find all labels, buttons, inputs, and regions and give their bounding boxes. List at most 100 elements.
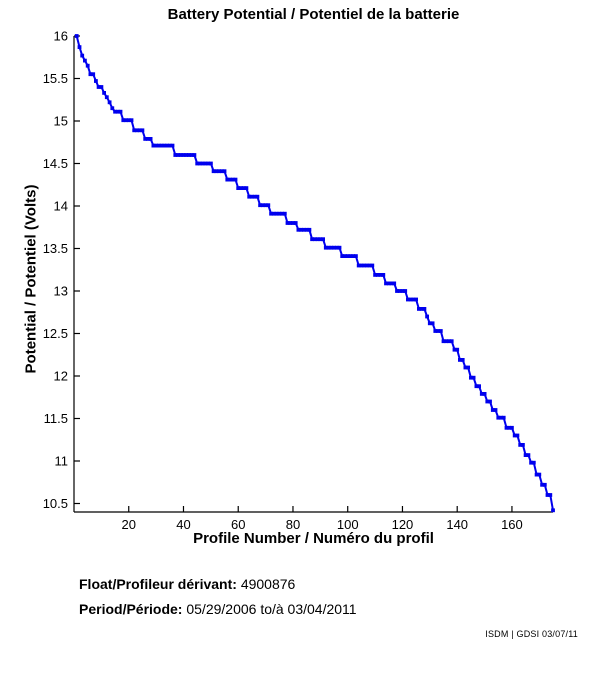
data-point-marker [269,211,273,216]
data-point-marker [291,221,295,225]
data-point-marker [219,169,224,174]
data-point-marker [384,281,388,286]
data-point-marker [250,194,254,199]
data-point-marker [124,118,128,123]
data-point-marker [463,365,468,370]
data-point-marker [504,425,509,430]
data-point-marker [307,227,312,232]
data-point-marker [408,297,413,302]
data-point-marker [189,153,194,157]
data-point-marker [192,153,197,157]
data-point-marker [411,297,416,302]
data-point-marker [140,128,145,133]
data-point-marker [310,237,314,242]
y-tick-label: 15 [54,114,68,129]
data-point-marker [332,245,336,250]
data-point-marker [285,221,290,225]
data-point-marker [512,433,517,438]
data-point-marker [280,211,284,216]
data-point-marker [534,472,539,477]
data-point-marker [137,128,142,133]
data-point-marker [258,203,262,208]
data-point-marker [113,109,117,114]
data-point-marker [247,194,252,199]
data-point-marker [288,221,293,225]
data-point-marker [455,347,460,352]
chart-title: Battery Potential / Potentiel de la batt… [167,6,460,23]
data-point-marker [414,297,418,302]
data-point-marker [94,79,98,83]
data-point-marker [449,339,454,344]
y-tick-label: 13 [54,284,68,299]
data-point-marker [438,329,443,333]
data-point-marker [203,161,208,166]
data-point-marker [523,453,528,457]
data-point-marker [126,118,131,123]
data-point-marker [392,281,397,286]
data-point-marker [447,339,451,344]
data-point-marker [165,143,169,148]
data-point-marker [510,425,514,430]
y-tick-label: 12.5 [43,326,68,341]
data-point-marker [244,186,249,190]
data-point-marker [507,425,512,430]
data-point-marker [148,137,153,141]
data-point-marker [110,106,115,111]
data-point-marker [441,339,446,344]
data-point-marker [378,273,383,277]
data-point-marker [228,177,232,182]
data-point-marker [515,433,520,438]
data-point-marker [548,493,553,497]
data-point-marker [526,453,531,457]
data-point-marker [159,143,164,148]
data-point-marker [367,263,372,268]
data-point-marker [499,415,503,420]
data-point-marker [529,460,533,465]
data-point-marker [198,161,202,166]
data-point-marker [397,289,402,293]
data-point-marker [425,314,429,319]
data-point-marker [318,237,323,242]
data-point-marker [542,482,547,487]
data-point-marker [479,392,484,396]
data-point-marker [326,245,331,250]
data-point-marker [222,169,227,174]
data-point-marker [178,153,183,157]
data-point-marker [488,399,492,404]
data-point-marker [195,161,200,166]
x-axis-label: Profile Number / Numéro du profil [193,530,434,547]
data-point-marker [340,254,345,258]
data-point-marker [241,186,246,190]
data-point-marker [444,339,449,344]
data-point-marker [417,307,421,311]
data-point-marker [460,358,465,362]
x-tick-label: 100 [337,517,359,532]
data-point-marker [206,161,210,166]
isdm-gdsi-credit: ISDM | GDSI 03/07/11 [485,629,578,639]
float-id-value: 4900876 [240,576,296,592]
data-point-marker [521,443,525,447]
data-point-marker [277,211,282,216]
data-point-marker [466,365,470,370]
data-point-marker [104,95,109,100]
data-point-marker [452,347,457,352]
float-id-label: Float/Profileur dérivant: [79,576,237,592]
y-tick-label: 14.5 [43,156,68,171]
data-point-marker [474,384,479,389]
data-point-marker [91,72,96,77]
data-point-marker [370,263,375,268]
period-label: Period/Période: [79,601,183,617]
y-tick-label: 11 [55,454,69,469]
data-point-marker [545,493,550,497]
data-point-marker [80,53,85,58]
data-point-marker [261,203,265,208]
data-point-marker [334,245,339,250]
battery-potential-curve [75,35,554,511]
data-point-marker [167,143,172,148]
data-point-marker [395,289,399,293]
data-point-marker [118,109,123,114]
data-point-marker [115,109,120,114]
data-point-marker [337,245,342,250]
data-point-marker [458,358,462,362]
